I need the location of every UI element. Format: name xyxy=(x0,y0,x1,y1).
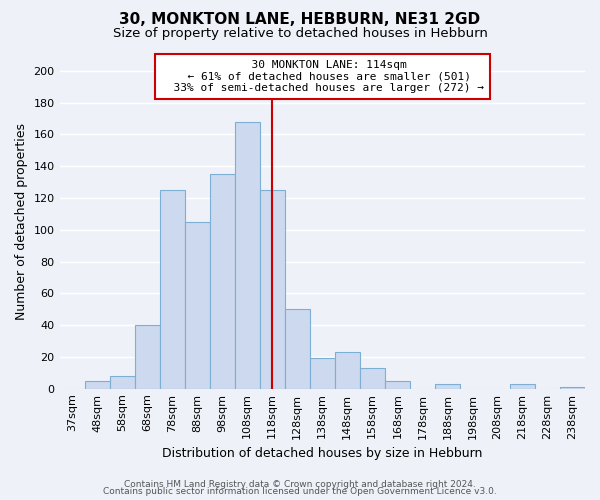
Bar xyxy=(435,384,460,388)
Text: 30 MONKTON LANE: 114sqm
  ← 61% of detached houses are smaller (501)
  33% of se: 30 MONKTON LANE: 114sqm ← 61% of detache… xyxy=(160,60,484,93)
Bar xyxy=(285,309,310,388)
Bar xyxy=(160,190,185,388)
Bar xyxy=(110,376,134,388)
Bar xyxy=(385,380,410,388)
Bar xyxy=(209,174,235,388)
Bar xyxy=(360,368,385,388)
Bar xyxy=(185,222,209,388)
Bar xyxy=(235,122,260,388)
Bar xyxy=(510,384,535,388)
Bar xyxy=(560,387,585,388)
Bar xyxy=(260,190,285,388)
Text: Size of property relative to detached houses in Hebburn: Size of property relative to detached ho… xyxy=(113,28,487,40)
Bar xyxy=(134,325,160,388)
Bar xyxy=(335,352,360,389)
Bar xyxy=(310,358,335,388)
Text: 30, MONKTON LANE, HEBBURN, NE31 2GD: 30, MONKTON LANE, HEBBURN, NE31 2GD xyxy=(119,12,481,28)
X-axis label: Distribution of detached houses by size in Hebburn: Distribution of detached houses by size … xyxy=(162,447,482,460)
Y-axis label: Number of detached properties: Number of detached properties xyxy=(15,124,28,320)
Bar xyxy=(85,380,110,388)
Text: Contains HM Land Registry data © Crown copyright and database right 2024.: Contains HM Land Registry data © Crown c… xyxy=(124,480,476,489)
Text: Contains public sector information licensed under the Open Government Licence v3: Contains public sector information licen… xyxy=(103,488,497,496)
